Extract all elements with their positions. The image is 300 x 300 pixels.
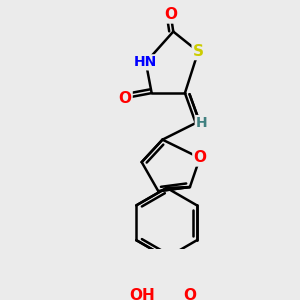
- Text: O: O: [194, 150, 206, 165]
- Text: HN: HN: [134, 55, 158, 69]
- Text: O: O: [164, 8, 177, 22]
- Text: S: S: [193, 44, 204, 59]
- Text: OH: OH: [129, 288, 154, 300]
- Text: H: H: [196, 116, 207, 130]
- Text: O: O: [118, 91, 132, 106]
- Text: O: O: [183, 288, 196, 300]
